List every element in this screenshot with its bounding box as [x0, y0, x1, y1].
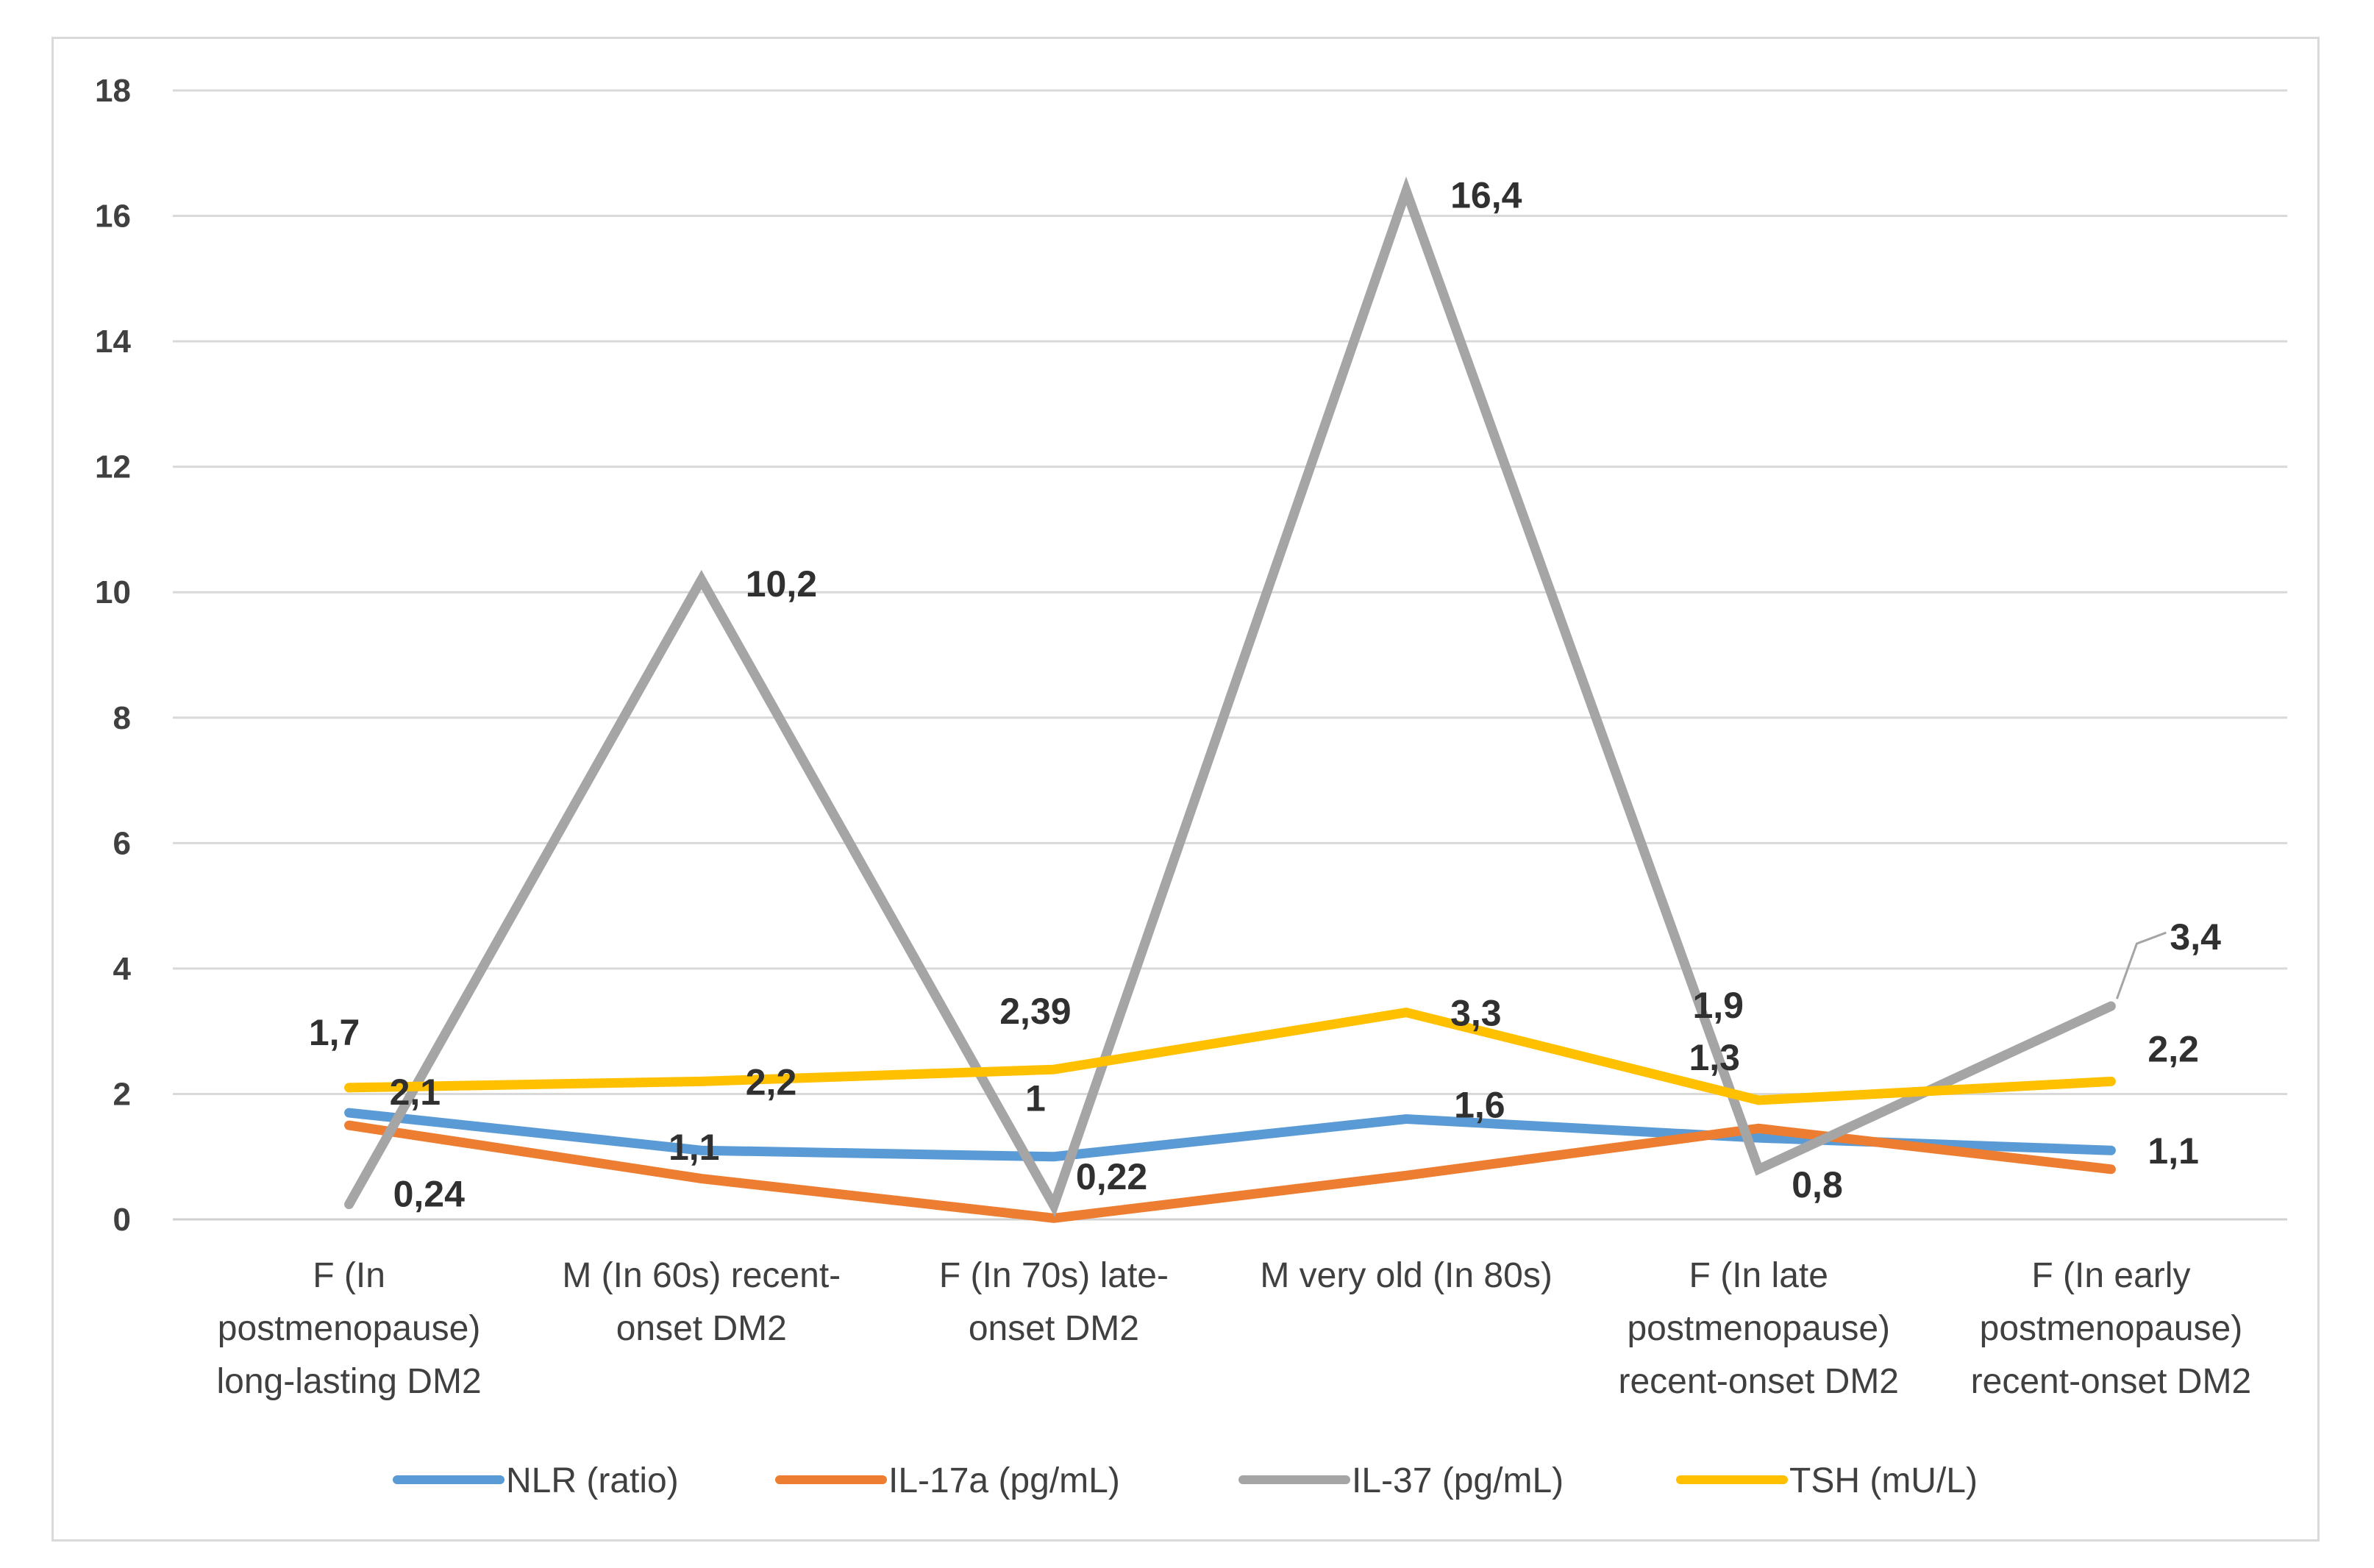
data-label: 1,7: [309, 1012, 360, 1053]
x-category-label: F (In 70s) late-onset DM2: [939, 1256, 1169, 1348]
data-label: 2,39: [999, 991, 1071, 1032]
y-tick-label: 0: [113, 1202, 131, 1238]
series-line-il-37: [344, 176, 2116, 1217]
legend-label: IL-17a (pg/mL): [888, 1461, 1120, 1500]
data-label: 3,4: [2170, 916, 2221, 958]
x-category-label: F (In postmenopause) long-lasting DM2: [216, 1256, 481, 1401]
x-category-label: F (In late postmenopause) recent-onset DM2: [1619, 1256, 1900, 1401]
data-label: 3,3: [1450, 993, 1502, 1034]
x-category-label: F (In early postmenopause) recent-onset DM…: [1971, 1256, 2252, 1401]
data-label: 1,1: [669, 1127, 720, 1168]
series-line-tsh: [344, 1007, 2116, 1105]
y-tick-label: 14: [95, 324, 131, 360]
y-tick-label: 10: [95, 574, 131, 610]
chart-frame: [51, 37, 2320, 1542]
data-label: 1: [1025, 1078, 1046, 1119]
data-label: 16,4: [1450, 174, 1522, 215]
legend-label: IL-37 (pg/mL): [1352, 1461, 1564, 1500]
y-tick-label: 4: [113, 951, 132, 987]
data-label: 2,1: [390, 1072, 441, 1113]
y-tick-label: 16: [95, 199, 131, 235]
x-category-label: M very old (In 80s): [1260, 1256, 1552, 1295]
legend-label: TSH (mU/L): [1789, 1461, 1978, 1500]
data-label: 2,2: [746, 1061, 797, 1102]
data-label: 0,8: [1792, 1164, 1843, 1205]
data-label: 1,6: [1454, 1085, 1505, 1126]
y-tick-label: 18: [95, 73, 131, 109]
data-label: 10,2: [746, 563, 817, 605]
data-label: 1,1: [2147, 1130, 2199, 1172]
data-label: 1,9: [1692, 985, 1744, 1026]
data-label: 0,22: [1076, 1156, 1147, 1197]
y-tick-label: 2: [113, 1076, 131, 1112]
y-tick-label: 8: [113, 700, 131, 736]
data-label: 2,2: [2147, 1028, 2199, 1069]
data-label: 1,3: [1689, 1037, 1740, 1078]
data-label: 0,24: [393, 1174, 466, 1215]
y-tick-label: 12: [95, 449, 131, 485]
series-line-il-17a: [344, 1120, 2116, 1223]
x-category-label: M (In 60s) recent-onset DM2: [562, 1256, 841, 1348]
legend-label: NLR (ratio): [506, 1461, 679, 1500]
y-tick-label: 6: [113, 825, 131, 861]
leader-line: [2116, 931, 2167, 999]
